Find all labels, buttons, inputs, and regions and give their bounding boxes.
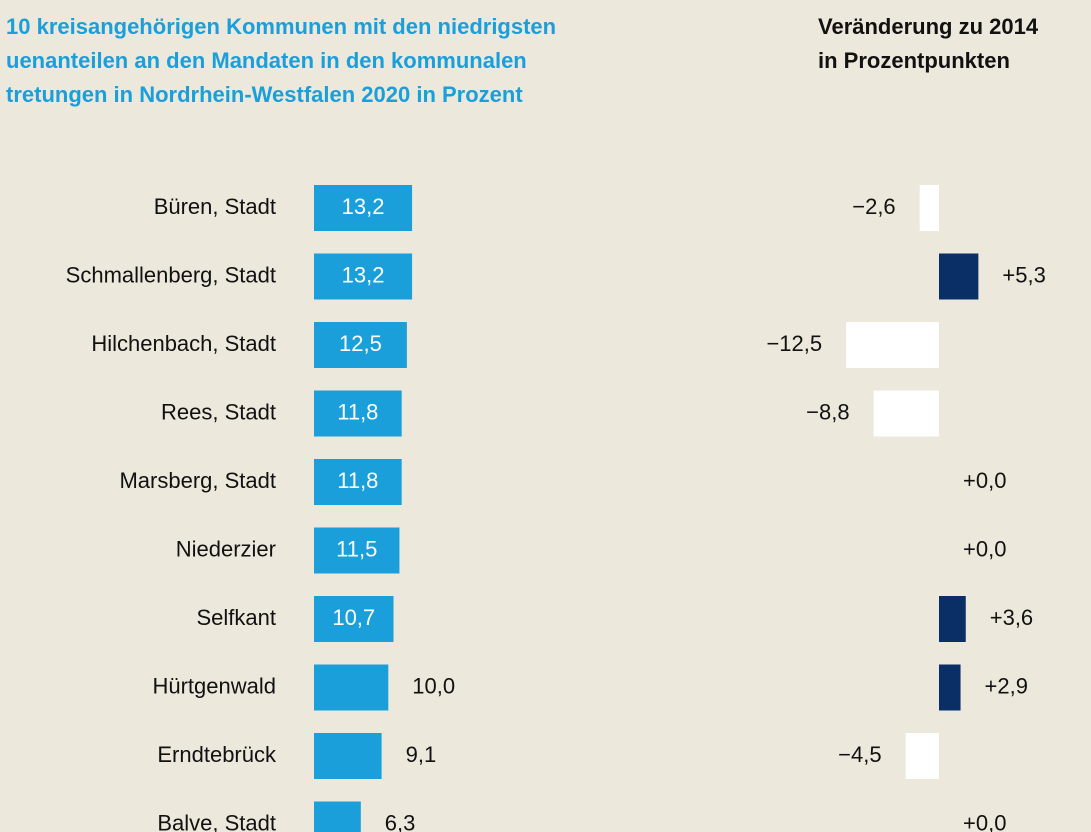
bar (905, 733, 939, 779)
category-label: Hürtgenwald (152, 673, 276, 698)
category-label: Selfkant (197, 605, 277, 630)
value-label: +3,6 (990, 605, 1033, 630)
value-label: 13,2 (342, 262, 385, 287)
chart-title: uenanteilen an den Mandaten in den kommu… (6, 48, 527, 73)
bar (314, 322, 407, 368)
value-label: 10,0 (412, 673, 455, 698)
value-label: 13,2 (342, 194, 385, 219)
bar (873, 390, 939, 437)
bar (314, 527, 400, 574)
bar (939, 596, 966, 642)
value-label: +0,0 (963, 468, 1006, 493)
chart-title: Veränderung zu 2014 (818, 14, 1039, 39)
bar (939, 664, 961, 711)
value-label: −12,5 (766, 331, 822, 356)
value-label: 11,5 (336, 536, 377, 561)
value-label: +0,0 (963, 536, 1006, 561)
category-label: Büren, Stadt (154, 194, 276, 219)
value-label: 11,8 (337, 399, 378, 424)
value-label: −8,8 (806, 399, 849, 424)
value-label: 12,5 (339, 331, 382, 356)
bar (314, 390, 402, 437)
bar (919, 185, 939, 231)
bar (939, 253, 979, 300)
category-label: Balve, Stadt (157, 810, 276, 832)
value-label: 9,1 (406, 742, 437, 767)
category-label: Niederzier (176, 536, 276, 561)
value-label: 10,7 (332, 605, 375, 630)
bar (314, 459, 402, 505)
bar (314, 596, 394, 642)
value-label: 11,8 (337, 468, 378, 493)
value-label: +5,3 (1002, 262, 1045, 287)
bar (314, 733, 382, 779)
bar (314, 801, 361, 832)
category-label: Marsberg, Stadt (119, 468, 276, 493)
category-label: Rees, Stadt (161, 399, 276, 424)
bar (314, 664, 389, 711)
chart-title: in Prozentpunkten (818, 48, 1010, 73)
bar (314, 253, 413, 300)
chart-title: tretungen in Nordrhein-Westfalen 2020 in… (6, 82, 523, 107)
value-label: −2,6 (852, 194, 895, 219)
value-label: +0,0 (963, 810, 1006, 832)
category-label: Hilchenbach, Stadt (91, 331, 276, 356)
category-label: Erndtebrück (157, 742, 277, 767)
value-label: 6,3 (385, 810, 416, 832)
chart-title: 10 kreisangehörigen Kommunen mit den nie… (6, 14, 556, 39)
bar (846, 322, 939, 368)
bar (314, 185, 413, 231)
category-label: Schmallenberg, Stadt (66, 262, 276, 287)
value-label: +2,9 (985, 673, 1028, 698)
value-label: −4,5 (838, 742, 881, 767)
